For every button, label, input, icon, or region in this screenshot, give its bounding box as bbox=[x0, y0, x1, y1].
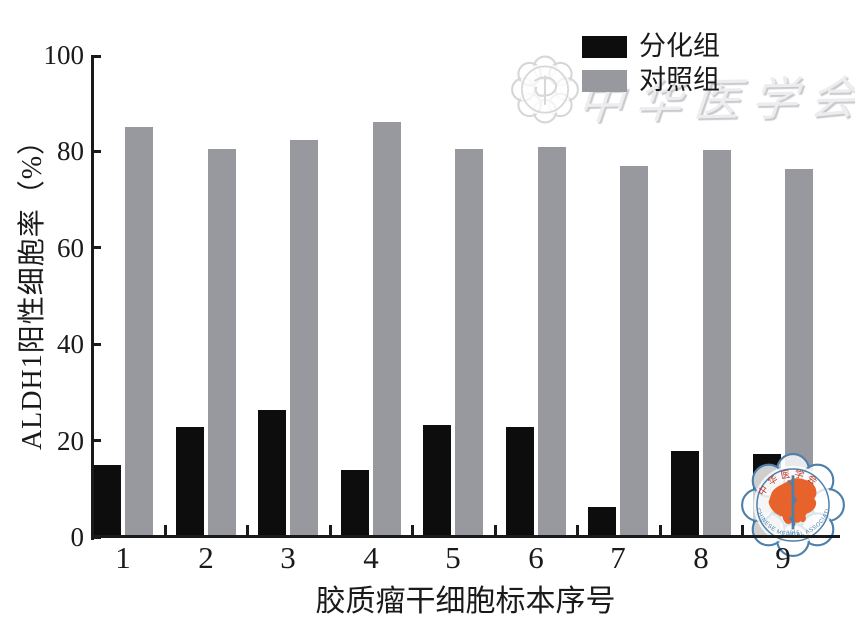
x-axis-tick bbox=[658, 525, 662, 537]
y-tick-label: 60 bbox=[57, 233, 84, 263]
x-tick-label-8: 8 bbox=[693, 540, 709, 575]
x-tick-label-7: 7 bbox=[610, 540, 626, 575]
bar-control-sample-8 bbox=[702, 150, 731, 537]
bar-control-sample-2 bbox=[207, 149, 236, 537]
x-axis-tick bbox=[741, 525, 744, 537]
x-axis-tick bbox=[328, 525, 332, 537]
bar-control-sample-5 bbox=[455, 149, 483, 537]
bar-differentiation-sample-3 bbox=[258, 410, 286, 537]
y-tick-label: 0 bbox=[70, 522, 85, 552]
cma-year-text: 1915 bbox=[787, 531, 800, 537]
x-axis-tick bbox=[163, 525, 167, 537]
x-axis-line bbox=[91, 535, 840, 538]
x-tick-label-5: 5 bbox=[445, 540, 461, 575]
x-tick-label-3: 3 bbox=[280, 540, 296, 575]
x-tick-label-9: 9 bbox=[775, 540, 791, 575]
bar-control-sample-7 bbox=[620, 166, 648, 537]
x-axis-tick-labels: 1 2 3 4 5 6 7 8 9 bbox=[91, 541, 840, 577]
legend-swatch-differentiation-group bbox=[582, 35, 627, 58]
bar-differentiation-sample-7 bbox=[588, 507, 616, 537]
bar-differentiation-sample-8 bbox=[670, 451, 699, 537]
x-tick-label-4: 4 bbox=[363, 540, 379, 575]
x-axis-title: 胶质瘤干细胞标本序号 bbox=[315, 585, 616, 618]
y-tick-label: 40 bbox=[57, 329, 84, 359]
y-tick-label: 80 bbox=[57, 136, 84, 166]
y-axis-title: ALDH1阳性细胞率（%） bbox=[17, 125, 48, 451]
bar-differentiation-sample-4 bbox=[340, 470, 369, 537]
y-tick-label: 20 bbox=[57, 426, 84, 456]
legend: 分化组 对照组 bbox=[582, 33, 720, 101]
y-axis-tick-labels: 0 20 40 60 80 100 bbox=[18, 40, 85, 552]
x-tick-label-6: 6 bbox=[528, 540, 544, 575]
bar-differentiation-sample-2 bbox=[175, 427, 204, 537]
chinese-medical-association-seal: 中华医学会 CHINESE MEDICAL ASSOCIATION 1915 bbox=[740, 452, 845, 557]
y-axis-tick bbox=[91, 439, 101, 442]
bar-differentiation-sample-1 bbox=[93, 465, 121, 537]
x-axis-tick bbox=[576, 525, 579, 537]
y-tick-label: 100 bbox=[43, 40, 85, 70]
plot-area bbox=[91, 55, 840, 539]
legend-item-control-group: 对照组 bbox=[582, 67, 720, 94]
bar-control-sample-3 bbox=[290, 140, 318, 537]
bar-differentiation-sample-6 bbox=[505, 427, 534, 537]
x-axis-tick bbox=[493, 525, 497, 537]
y-axis-tick bbox=[91, 246, 101, 249]
legend-item-differentiation-group: 分化组 bbox=[582, 33, 720, 60]
bar-control-sample-6 bbox=[537, 147, 566, 537]
legend-label-differentiation-group: 分化组 bbox=[639, 31, 720, 61]
bar-control-sample-1 bbox=[125, 127, 153, 537]
y-axis-line bbox=[91, 55, 94, 540]
x-tick-label-1: 1 bbox=[115, 540, 131, 575]
bar-differentiation-sample-5 bbox=[423, 425, 451, 537]
x-axis-tick bbox=[246, 525, 249, 537]
y-axis-tick bbox=[91, 55, 101, 58]
y-axis-tick bbox=[91, 150, 101, 153]
y-axis-tick bbox=[91, 343, 101, 346]
x-axis-tick bbox=[411, 525, 414, 537]
x-tick-label-2: 2 bbox=[198, 540, 214, 575]
legend-swatch-control-group bbox=[582, 69, 627, 92]
watermark-seal-icon bbox=[511, 55, 579, 124]
bar-control-sample-4 bbox=[372, 122, 401, 537]
legend-label-control-group: 对照组 bbox=[639, 65, 720, 95]
